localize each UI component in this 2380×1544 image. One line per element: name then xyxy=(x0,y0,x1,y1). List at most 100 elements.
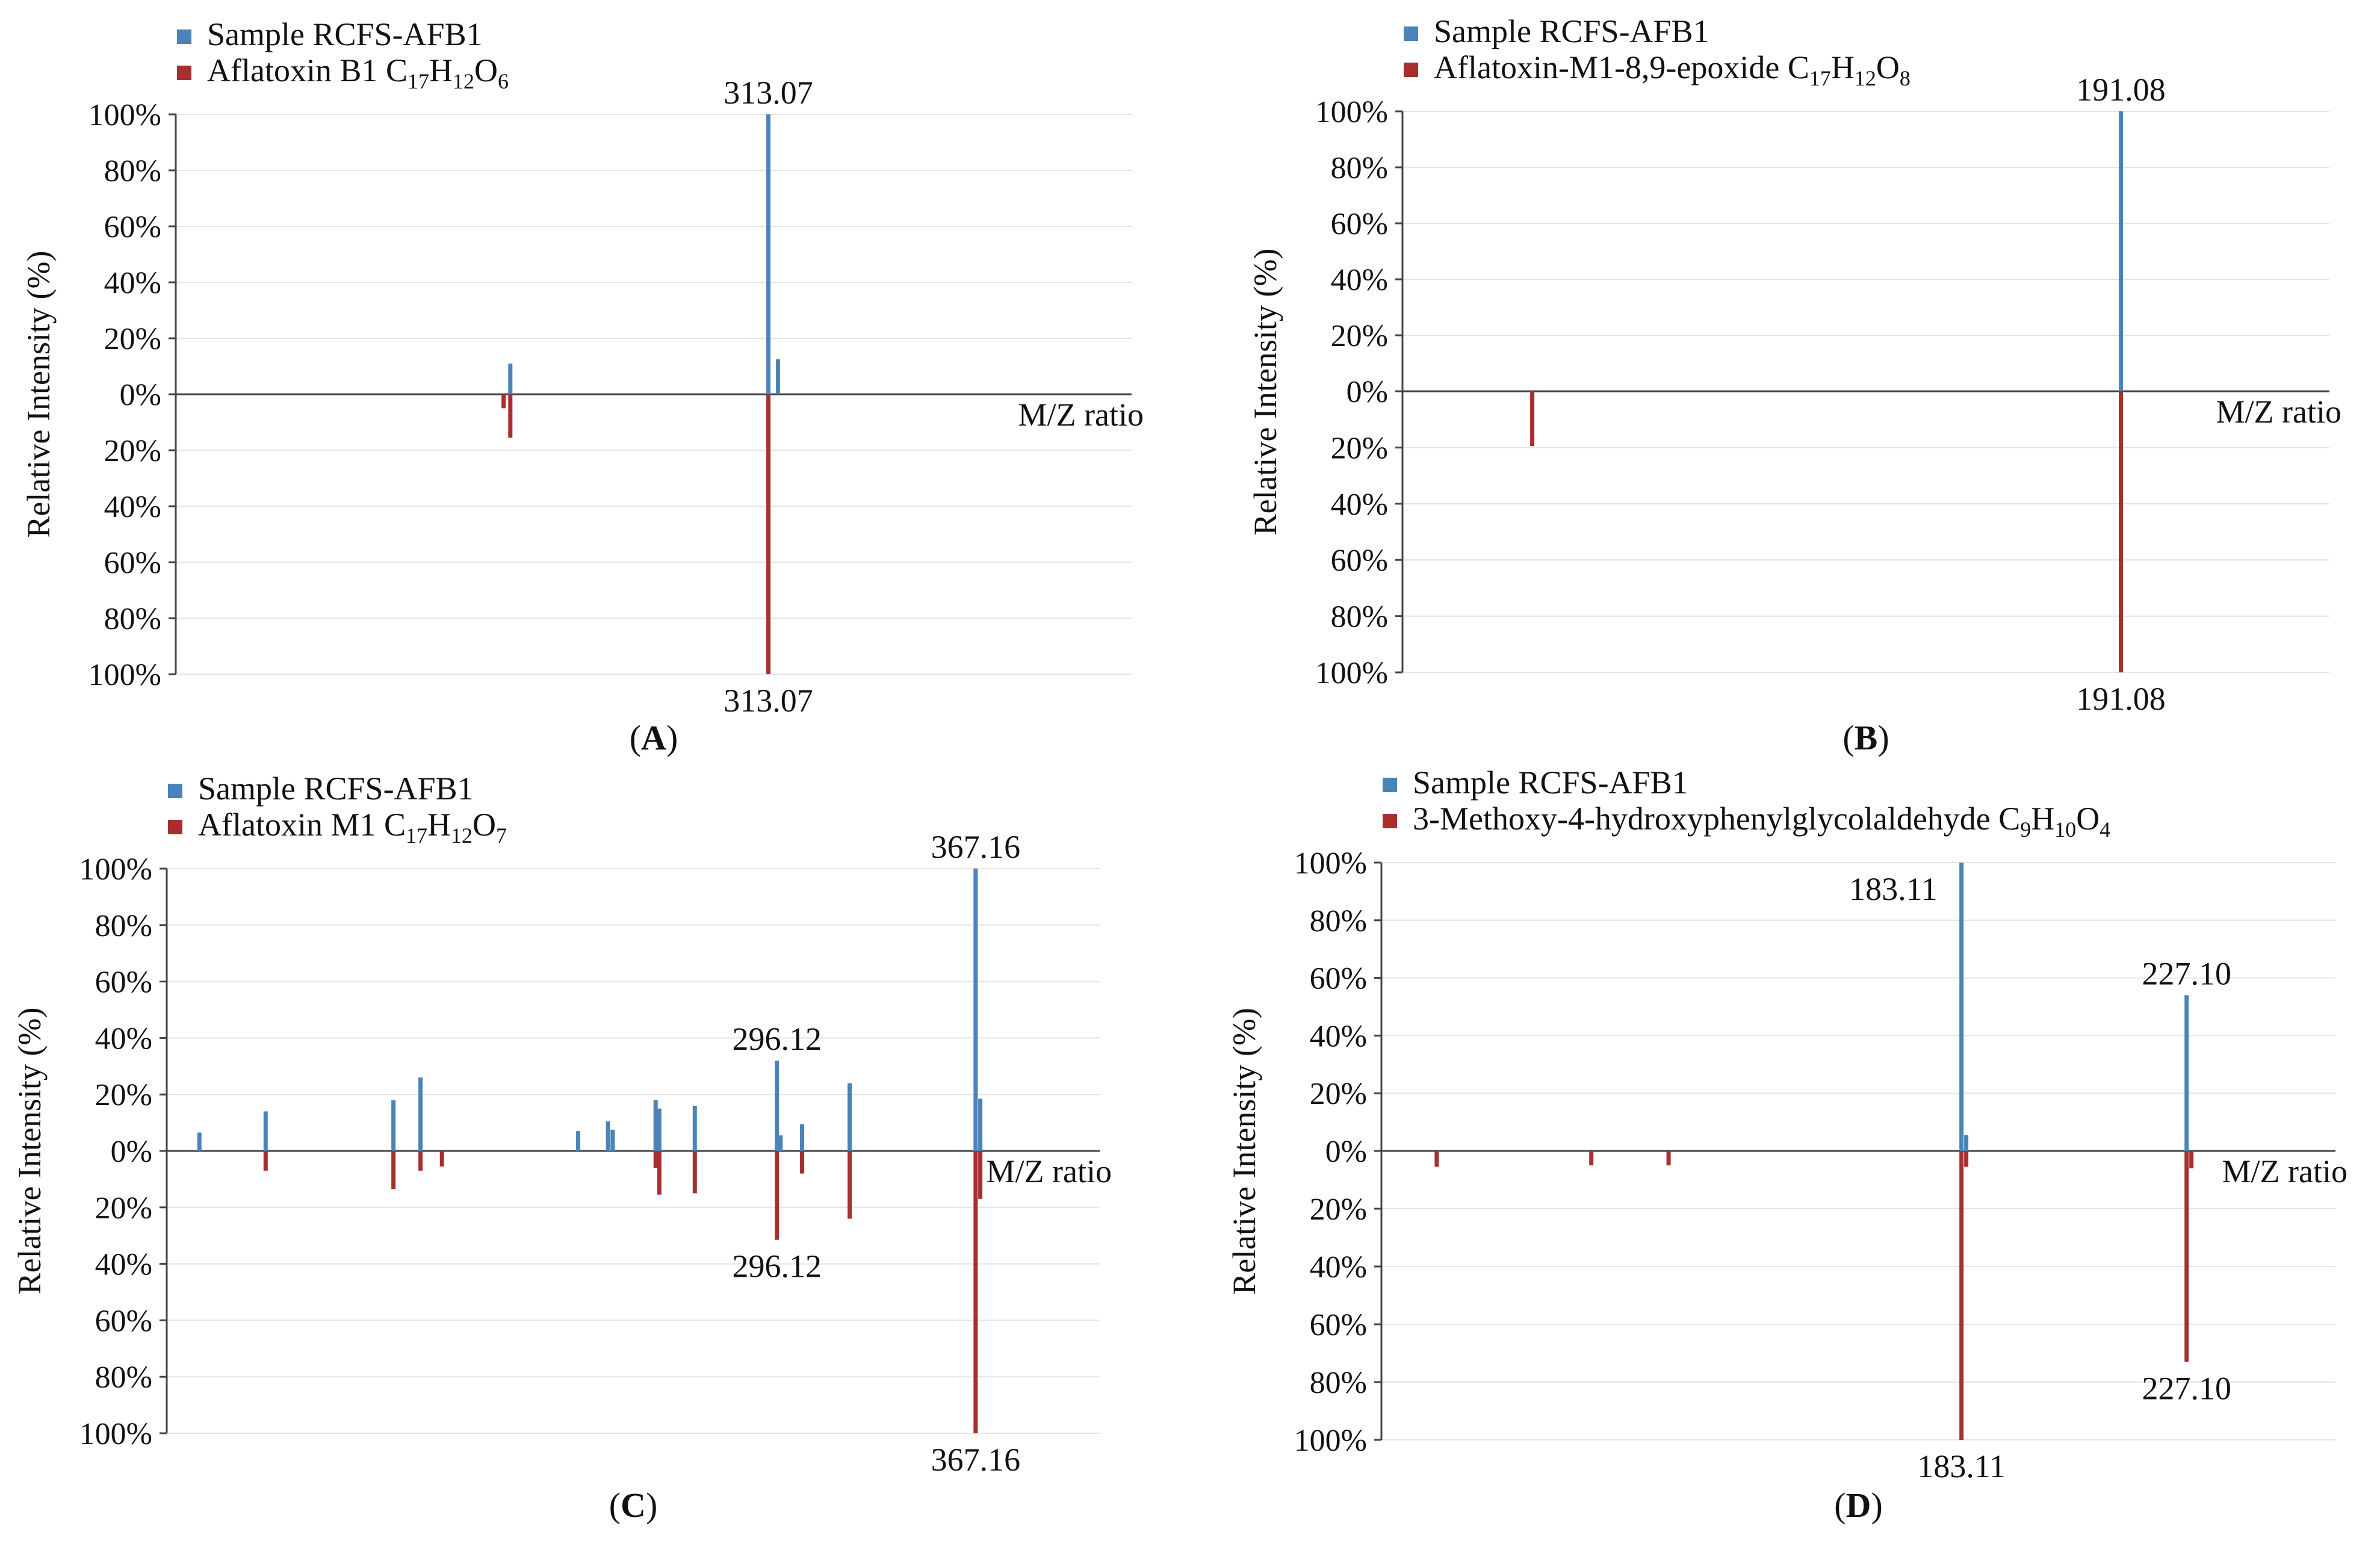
legend-entry: Sample RCFS-AFB1 xyxy=(1413,764,1688,801)
y-tick-label: 80% xyxy=(104,154,161,188)
y-tick-label: 80% xyxy=(1310,1366,1367,1400)
y-axis-label: Relative Intensity (%) xyxy=(1226,1008,1262,1295)
bar xyxy=(766,394,771,674)
series-sample xyxy=(508,114,780,394)
y-tick-label: 100% xyxy=(1294,1424,1367,1458)
y-tick-label: 80% xyxy=(1331,600,1388,634)
peak-label: 367.16 xyxy=(931,829,1021,865)
bar xyxy=(2189,1151,2194,1168)
y-axis-label: Relative Intensity (%) xyxy=(20,251,57,538)
peak-label: 227.10 xyxy=(2142,1370,2231,1406)
bar xyxy=(418,1151,423,1171)
peak-label: 296.12 xyxy=(732,1248,822,1285)
y-tick-label: 60% xyxy=(1310,962,1367,996)
panel-c: 100% 80% 60% 40% 20% 0% 20% 40% 60% 80% 100% Relati… xyxy=(11,770,1112,1525)
y-tick-label: 80% xyxy=(1310,904,1367,938)
peak-label: 191.08 xyxy=(2076,72,2166,108)
bar xyxy=(2119,111,2123,391)
y-tick-label: 40% xyxy=(104,266,161,300)
bar xyxy=(501,394,506,409)
bar xyxy=(973,1151,978,1433)
peak-label: 183.11 xyxy=(1917,1448,2006,1484)
y-tick-label: 0% xyxy=(1346,375,1388,409)
bar xyxy=(778,1135,783,1151)
legend-entry: Sample RCFS-AFB1 xyxy=(207,16,483,52)
bar xyxy=(766,114,771,394)
bar xyxy=(439,1151,444,1167)
bar xyxy=(1589,1151,1594,1165)
bar xyxy=(263,1111,268,1151)
bar xyxy=(1959,1151,1964,1440)
bar xyxy=(775,1151,779,1240)
series-reference xyxy=(1434,1151,2194,1440)
bar xyxy=(973,869,978,1151)
bar xyxy=(1666,1151,1671,1165)
y-tick-label: 20% xyxy=(1331,431,1388,465)
peak-label: 296.12 xyxy=(732,1021,822,1057)
y-tick-label: 100% xyxy=(88,98,161,132)
series-sample xyxy=(1959,863,2189,1151)
bar xyxy=(1434,1151,1439,1167)
bar xyxy=(263,1151,268,1171)
y-tick-label: 40% xyxy=(1331,263,1388,297)
x-axis-label: M/Z ratio xyxy=(2222,1153,2347,1189)
peak-label: 227.10 xyxy=(2142,955,2231,991)
bar xyxy=(657,1108,662,1151)
y-tick-label: 40% xyxy=(104,490,161,524)
bar xyxy=(1964,1135,1969,1151)
y-tick-label: 60% xyxy=(95,1304,152,1338)
bar xyxy=(576,1131,581,1151)
legend-swatch xyxy=(1383,814,1397,828)
legend-entry: Sample RCFS-AFB1 xyxy=(1434,13,1709,49)
panel-label: (B) xyxy=(1842,718,1889,757)
y-tick-label: 60% xyxy=(95,966,152,1000)
bar xyxy=(610,1129,615,1151)
peak-label: 313.07 xyxy=(724,683,813,719)
peak-label: 183.11 xyxy=(1849,871,1938,907)
y-tick-label: 100% xyxy=(1294,846,1367,881)
series-sample xyxy=(2119,111,2123,391)
y-axis-label: Relative Intensity (%) xyxy=(1247,249,1283,536)
bar xyxy=(653,1151,658,1168)
bar xyxy=(606,1121,610,1151)
y-tick-label: 20% xyxy=(104,322,161,356)
bar xyxy=(775,1060,779,1151)
legend-entry: Aflatoxin M1 C17H12O7 xyxy=(198,807,507,848)
series-reference xyxy=(263,1151,983,1433)
bar xyxy=(2184,995,2189,1151)
y-tick-label: 20% xyxy=(1310,1077,1367,1111)
y-tick-label: 100% xyxy=(88,658,161,692)
y-tick-label: 80% xyxy=(104,602,161,636)
y-tick-label: 100% xyxy=(79,852,152,887)
y-tick-label: 60% xyxy=(104,546,161,580)
y-tick-label: 20% xyxy=(1331,319,1388,353)
legend-swatch xyxy=(1383,778,1397,792)
y-tick-label: 60% xyxy=(1331,207,1388,241)
legend-entry: 3-Methoxy-4-hydroxyphenylglycolaldehyde … xyxy=(1413,801,2110,842)
bar xyxy=(978,1151,983,1199)
bar xyxy=(2119,391,2123,672)
y-tick-label: 40% xyxy=(95,1022,152,1056)
panel-b: 100% 80% 60% 40% 20% 0% 20% 40% 60% 80% 100% Relati… xyxy=(1247,13,2341,757)
bar xyxy=(1964,1151,1969,1167)
y-tick-label: 80% xyxy=(95,1360,152,1395)
y-tick-label: 0% xyxy=(1325,1135,1367,1169)
y-tick-label: 80% xyxy=(1331,151,1388,185)
panel-label: (A) xyxy=(630,718,678,757)
peak-label: 367.16 xyxy=(931,1442,1021,1478)
y-tick-label: 80% xyxy=(95,909,152,943)
legend-swatch xyxy=(177,29,191,44)
bar xyxy=(978,1099,983,1151)
panel-label: (C) xyxy=(609,1486,658,1525)
bar xyxy=(508,394,513,438)
panel-label: (D) xyxy=(1834,1486,1883,1525)
peak-label: 313.07 xyxy=(724,75,813,111)
series-reference xyxy=(1530,391,2123,672)
x-axis-label: M/Z ratio xyxy=(2216,394,2341,430)
y-axis-label: Relative Intensity (%) xyxy=(11,1008,48,1295)
series-sample xyxy=(197,869,983,1151)
bar xyxy=(848,1083,852,1151)
